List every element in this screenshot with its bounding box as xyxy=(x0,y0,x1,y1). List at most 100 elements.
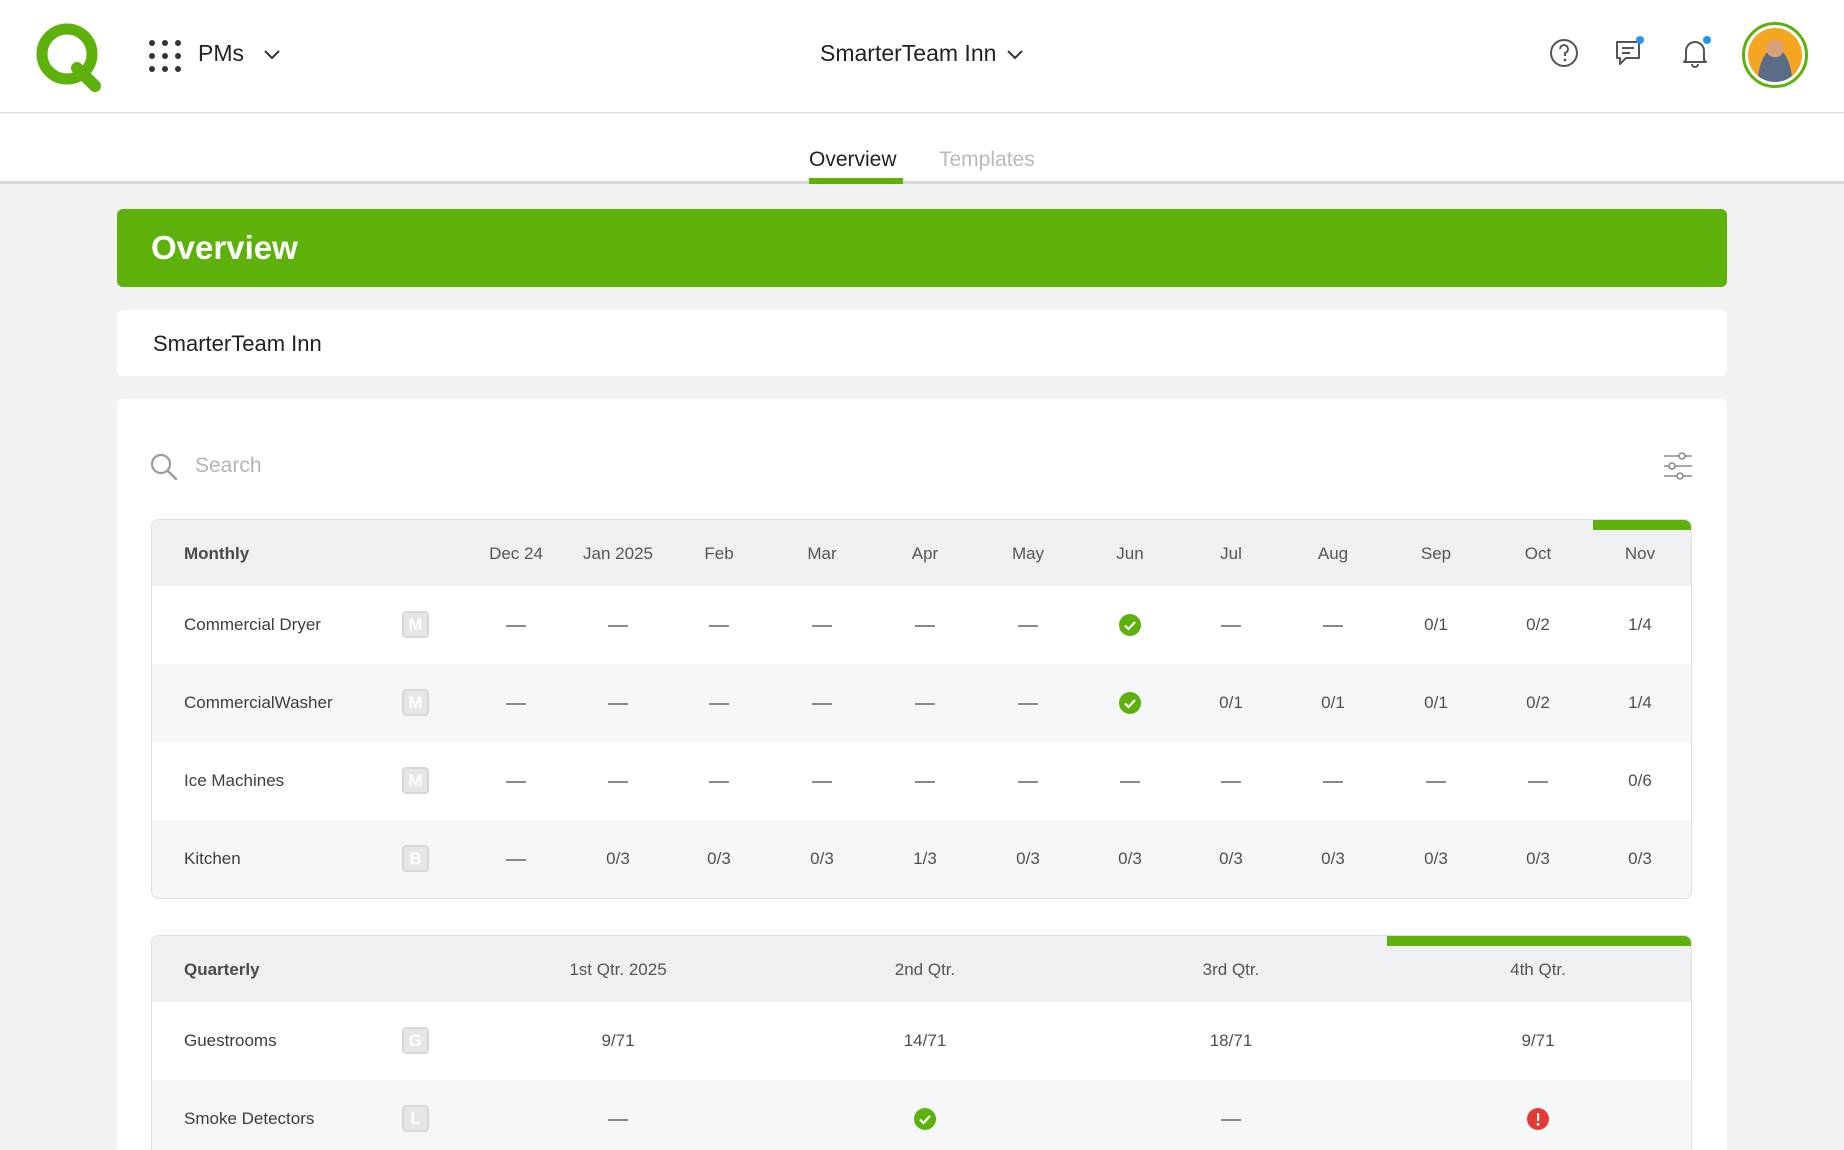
progress-cell[interactable]: 0/1 xyxy=(1424,615,1448,634)
progress-cell[interactable]: 1/4 xyxy=(1628,693,1652,712)
empty-cell-dash xyxy=(1018,703,1038,705)
column-header: Dec 24 xyxy=(489,544,543,563)
property-switcher[interactable]: SmarterTeam Inn xyxy=(820,40,997,66)
empty-cell-dash xyxy=(1120,781,1140,783)
apps-grid-icon[interactable] xyxy=(149,40,181,72)
column-header: 4th Qtr. xyxy=(1510,960,1566,979)
tab-templates[interactable]: Templates xyxy=(939,148,1035,171)
search-icon xyxy=(150,453,178,481)
progress-cell[interactable]: 0/3 xyxy=(1628,849,1652,868)
empty-cell-dash xyxy=(915,781,935,783)
row-name[interactable]: Guestrooms xyxy=(184,1031,277,1050)
frequency-badge: M xyxy=(402,767,429,794)
table-row[interactable]: Kitchen B 0/3 0/3 0/3 1/3 0/3 0/3 0/3 0/3 0/3 0/3 0/… xyxy=(152,820,1691,898)
row-name[interactable]: Ice Machines xyxy=(184,771,285,790)
empty-cell-dash xyxy=(1221,781,1241,783)
row-name[interactable]: CommercialWasher xyxy=(184,693,333,712)
empty-cell-dash xyxy=(812,625,832,627)
empty-cell-dash xyxy=(608,703,628,705)
page-title: Overview xyxy=(151,229,298,266)
current-period-indicator xyxy=(1387,936,1691,946)
progress-cell[interactable]: 9/71 xyxy=(601,1031,635,1050)
empty-cell-dash xyxy=(1018,781,1038,783)
table-row[interactable]: Guestrooms G 9/71 14/71 18/71 9/71 xyxy=(152,1002,1691,1080)
column-header: Aug xyxy=(1317,544,1349,563)
property-title: SmarterTeam Inn xyxy=(153,331,322,356)
empty-cell-dash xyxy=(506,703,526,705)
progress-cell[interactable]: 1/3 xyxy=(913,849,937,868)
empty-cell-dash xyxy=(1221,625,1241,627)
avatar[interactable] xyxy=(1742,22,1808,88)
progress-cell[interactable]: 0/3 xyxy=(810,849,834,868)
completed-check-icon[interactable] xyxy=(914,1108,936,1130)
table-row[interactable]: Commercial Dryer M 0/1 0/2 1/4 xyxy=(152,586,1691,664)
progress-cell[interactable]: 0/3 xyxy=(1016,849,1040,868)
monthly-table: Monthly Dec 24 Jan 2025 Feb Mar Apr May Jun Jul A… xyxy=(151,519,1692,899)
pm-overview-card: Monthly Dec 24 Jan 2025 Feb Mar Apr May Jun Jul A… xyxy=(117,399,1727,1150)
frequency-badge: M xyxy=(402,611,429,638)
filter-sliders-icon[interactable] xyxy=(1662,451,1694,481)
progress-cell[interactable]: 0/2 xyxy=(1526,615,1550,634)
completed-check-icon[interactable] xyxy=(1119,692,1141,714)
empty-cell-dash xyxy=(506,625,526,627)
module-switcher[interactable]: PMs xyxy=(198,40,244,66)
chevron-down-icon[interactable] xyxy=(1005,44,1025,64)
property-card: SmarterTeam Inn xyxy=(117,310,1727,376)
column-header: Jun xyxy=(1116,544,1144,563)
chevron-down-icon[interactable] xyxy=(262,44,282,64)
table-row[interactable]: CommercialWasher M 0/1 0/1 0/1 0/2 1/4 xyxy=(152,664,1691,742)
progress-cell[interactable]: 1/4 xyxy=(1628,615,1652,634)
progress-cell[interactable]: 0/2 xyxy=(1526,693,1550,712)
empty-cell-dash xyxy=(608,781,628,783)
empty-cell-dash xyxy=(915,703,935,705)
row-name[interactable]: Commercial Dryer xyxy=(184,615,321,634)
progress-cell[interactable]: 0/3 xyxy=(1321,849,1345,868)
empty-cell-dash xyxy=(608,625,628,627)
table-row[interactable]: Smoke Detectors L xyxy=(152,1080,1691,1150)
progress-cell[interactable]: 0/3 xyxy=(1219,849,1243,868)
column-header: 3rd Qtr. xyxy=(1202,960,1260,979)
search-input[interactable] xyxy=(195,449,795,483)
empty-cell-dash xyxy=(1221,1119,1241,1121)
progress-cell[interactable]: 0/3 xyxy=(707,849,731,868)
empty-cell-dash xyxy=(506,781,526,783)
monthly-header-row: Monthly Dec 24 Jan 2025 Feb Mar Apr May Jun Jul A… xyxy=(152,520,1691,586)
chat-icon[interactable] xyxy=(1612,36,1646,70)
column-header: Mar xyxy=(807,544,837,563)
progress-cell[interactable]: 0/3 xyxy=(606,849,630,868)
bell-icon[interactable] xyxy=(1678,36,1712,70)
empty-cell-dash xyxy=(709,625,729,627)
column-header: May xyxy=(1011,544,1045,563)
quarterly-section-title: Quarterly xyxy=(184,960,260,979)
tab-overview[interactable]: Overview xyxy=(809,148,897,171)
active-tab-indicator xyxy=(809,178,903,184)
empty-cell-dash xyxy=(1018,625,1038,627)
logo-icon[interactable] xyxy=(33,20,105,92)
completed-check-icon[interactable] xyxy=(1119,614,1141,636)
help-icon[interactable] xyxy=(1547,36,1581,70)
row-name[interactable]: Smoke Detectors xyxy=(184,1109,315,1128)
empty-cell-dash xyxy=(506,859,526,861)
row-name[interactable]: Kitchen xyxy=(184,849,241,868)
progress-cell[interactable]: 0/1 xyxy=(1424,693,1448,712)
progress-cell[interactable]: 0/1 xyxy=(1219,693,1243,712)
empty-cell-dash xyxy=(1323,781,1343,783)
empty-cell-dash xyxy=(915,625,935,627)
progress-cell[interactable]: 0/3 xyxy=(1424,849,1448,868)
table-row[interactable]: Ice Machines M 0/6 xyxy=(152,742,1691,820)
tabs-bar: Overview Templates xyxy=(0,114,1844,184)
progress-cell[interactable]: 0/6 xyxy=(1628,771,1652,790)
progress-cell[interactable]: 9/71 xyxy=(1521,1031,1555,1050)
progress-cell[interactable]: 18/71 xyxy=(1209,1031,1253,1050)
progress-cell[interactable]: 0/1 xyxy=(1321,693,1345,712)
empty-cell-dash xyxy=(709,781,729,783)
frequency-badge: L xyxy=(402,1105,429,1132)
progress-cell[interactable]: 0/3 xyxy=(1526,849,1550,868)
quarterly-header-row: Quarterly 1st Qtr. 2025 2nd Qtr. 3rd Qtr. 4t… xyxy=(152,936,1691,1002)
empty-cell-dash xyxy=(608,1119,628,1121)
overdue-alert-icon[interactable] xyxy=(1527,1108,1549,1130)
progress-cell[interactable]: 14/71 xyxy=(903,1031,947,1050)
empty-cell-dash xyxy=(812,703,832,705)
frequency-badge: B xyxy=(402,845,429,872)
progress-cell[interactable]: 0/3 xyxy=(1118,849,1142,868)
